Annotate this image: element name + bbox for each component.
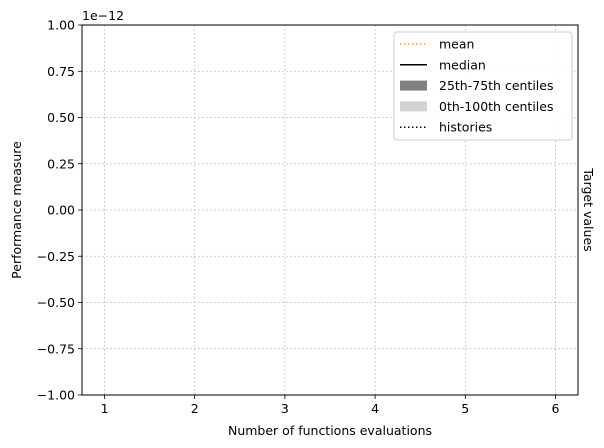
legend-swatch (400, 80, 427, 91)
y-tick-label: 0.75 (47, 64, 75, 79)
x-tick-label: 5 (461, 401, 469, 416)
legend-entry: 25th-75th centiles (400, 78, 553, 93)
y-tick-label: 0.00 (47, 203, 75, 218)
legend-label: histories (439, 120, 492, 135)
x-tick-label: 3 (281, 401, 289, 416)
legend-swatch (400, 101, 427, 112)
x-tick-label: 2 (191, 401, 199, 416)
legend-entry: histories (400, 120, 492, 135)
y-axis-label: Performance measure (9, 141, 24, 279)
legend-label: 0th-100th centiles (439, 99, 553, 114)
y-tick-label: 1.00 (47, 18, 75, 33)
right-axis-label: Target values (581, 167, 596, 251)
legend-entry: mean (400, 37, 474, 52)
x-axis-ticks: 1 2 3 4 5 6 (101, 395, 559, 416)
y-tick-label: −1.00 (37, 388, 75, 403)
y-axis-ticks: −1.00 −0.75 −0.50 −0.25 0.00 0.25 0.50 0.75 1.00 (37, 18, 82, 403)
x-tick-label: 6 (551, 401, 559, 416)
legend-label: 25th-75th centiles (439, 78, 553, 93)
legend-entry: median (400, 57, 486, 72)
legend-label: median (439, 57, 486, 72)
y-tick-label: 0.50 (47, 110, 75, 125)
y-tick-label: −0.75 (37, 341, 75, 356)
y-tick-label: 0.25 (47, 156, 75, 171)
legend: mean median 25th-75th centiles 0th-100th ce… (393, 31, 573, 141)
x-tick-label: 1 (101, 401, 109, 416)
legend-label: mean (439, 37, 474, 52)
x-tick-label: 4 (371, 401, 379, 416)
x-axis-label: Number of functions evaluations (228, 423, 432, 438)
legend-box (393, 31, 573, 141)
y-tick-label: −0.25 (37, 249, 75, 264)
legend-entry: 0th-100th centiles (400, 99, 553, 114)
plot-frame (81, 24, 579, 396)
y-tick-label: −0.50 (37, 295, 75, 310)
y-offset-label: 1e−12 (82, 8, 124, 23)
